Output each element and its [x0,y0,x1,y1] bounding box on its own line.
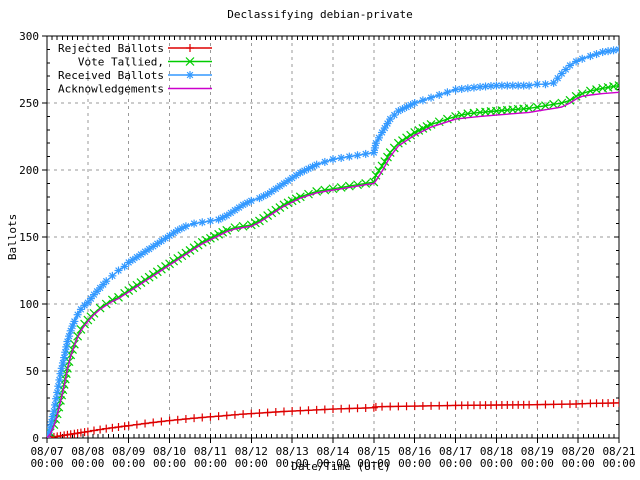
tick-labels: 05010015020025030008/0700:0008/0800:0008… [19,30,635,470]
data-series [47,45,619,438]
x-tick-label-date: 08/21 [602,445,635,458]
x-tick-label-date: 08/11 [194,445,227,458]
x-tick-label-time: 00:00 [153,457,186,470]
x-tick-label-date: 08/12 [235,445,268,458]
axis-titles: Date/Time (UTC) Ballots [6,214,391,473]
x-tick-label-time: 00:00 [521,457,554,470]
gridlines [47,36,619,438]
x-tick-label-date: 08/20 [562,445,595,458]
legend-item-label[interactable]: Vote Tallied, [78,56,164,69]
legend-item-label[interactable]: Received Ballots [58,69,164,82]
legend-item-label[interactable]: Rejected Ballots [58,42,164,55]
x-tick-label-time: 00:00 [194,457,227,470]
x-tick-label-time: 00:00 [398,457,431,470]
x-tick-label-time: 00:00 [439,457,472,470]
x-tick-label-date: 08/17 [439,445,472,458]
y-tick-label: 0 [32,432,39,445]
chart-title: Declassifying debian-private [227,8,413,21]
x-tick-label-time: 00:00 [276,457,309,470]
y-tick-label: 150 [19,231,39,244]
series-4 [47,91,619,438]
x-tick-label-time: 00:00 [316,457,349,470]
y-tick-label: 100 [19,298,39,311]
legend-item-label[interactable]: Acknowledgements [58,83,164,96]
series-1 [47,398,619,438]
x-tick-label-date: 08/09 [112,445,145,458]
x-tick-label-date: 08/16 [398,445,431,458]
y-tick-label: 250 [19,97,39,110]
series-3 [47,45,619,438]
x-tick-label-date: 08/18 [480,445,513,458]
y-axis-title: Ballots [6,214,19,260]
x-tick-label-time: 00:00 [112,457,145,470]
x-tick-label-time: 00:00 [562,457,595,470]
y-tick-label: 200 [19,164,39,177]
x-tick-label-time: 00:00 [480,457,513,470]
x-tick-label-date: 08/10 [153,445,186,458]
y-tick-label: 300 [19,30,39,43]
x-tick-label-time: 00:00 [71,457,104,470]
x-tick-label-date: 08/13 [276,445,309,458]
x-tick-label-date: 08/14 [316,445,349,458]
y-tick-label: 50 [26,365,39,378]
axes [42,35,620,443]
x-tick-label-time: 00:00 [602,457,635,470]
x-tick-label-time: 00:00 [30,457,63,470]
x-tick-label-time: 00:00 [357,457,390,470]
x-axis-title: Date/Time (UTC) [291,460,390,473]
x-tick-label-date: 08/19 [521,445,554,458]
x-tick-label-time: 00:00 [235,457,268,470]
x-tick-label-date: 08/15 [357,445,390,458]
x-tick-label-date: 08/07 [30,445,63,458]
x-tick-label-date: 08/08 [71,445,104,458]
